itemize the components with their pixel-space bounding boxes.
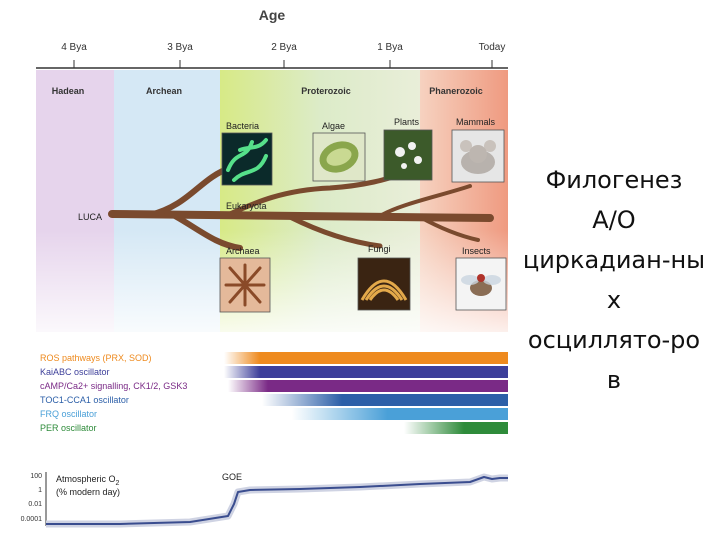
tick-label-3bya: 3 Bya — [167, 42, 193, 53]
goe-label: GOE — [222, 472, 242, 482]
era-label-archean: Archean — [146, 86, 182, 96]
slide-title-line-2: А/О — [592, 206, 636, 234]
slide-title-line-5: осциллято-ро — [527, 326, 701, 354]
oscillator-bars — [224, 352, 508, 434]
oscillator-bar — [224, 366, 508, 378]
oscillator-label: KaiABC oscillator — [40, 367, 110, 377]
oscillator-legend: ROS pathways (PRX, SOD) KaiABC oscillator… — [40, 353, 187, 433]
slide-title-line-1: Филогенез — [545, 166, 683, 194]
oscillator-label: PER oscillator — [40, 423, 97, 433]
mammals-image — [451, 129, 505, 183]
organism-label-insects: Insects — [462, 246, 491, 256]
tick-label-2bya: 2 Bya — [271, 42, 297, 53]
o2-tick-0.0001: 0.0001 — [21, 516, 43, 523]
fungi-image — [357, 257, 411, 311]
algae-image — [312, 132, 366, 182]
o2-label-unit: (% modern day) — [56, 487, 120, 497]
insects-image — [455, 257, 507, 311]
organism-label-archaea: Archaea — [226, 246, 260, 256]
era-label-hadean: Hadean — [52, 86, 85, 96]
organism-label-fungi: Fungi — [368, 244, 391, 254]
o2-curve — [46, 476, 508, 525]
oscillator-label: cAMP/Ca2+ signalling, CK1/2, GSK3 — [40, 381, 187, 391]
slide-title-line-3: циркадиан-ны — [522, 246, 706, 274]
o2-tick-100: 100 — [30, 473, 42, 480]
clade-label-eukaryota: Eukaryota — [226, 201, 267, 211]
o2-tick-0.01: 0.01 — [28, 501, 42, 508]
oxygen-panel: 100 1 0.01 0.0001 Atmospheric O2 (% mode… — [21, 472, 508, 528]
slide-title-line-6: в — [606, 366, 622, 394]
oscillator-label: ROS pathways (PRX, SOD) — [40, 353, 152, 363]
tick-label-1bya: 1 Bya — [377, 42, 403, 53]
slide-title-line-4: х — [606, 286, 622, 314]
tick-label-4bya: 4 Bya — [61, 42, 87, 53]
era-label-proterozoic: Proterozoic — [301, 86, 351, 96]
oscillator-label: TOC1-CCA1 oscillator — [40, 395, 129, 405]
tick-label-today: Today — [479, 42, 506, 53]
oscillator-bar — [228, 380, 508, 392]
organism-label-algae: Algae — [322, 121, 345, 131]
oscillator-bar — [224, 352, 508, 364]
slide-title: Филогенез А/О циркадиан-ны х осциллято-р… — [508, 160, 720, 400]
organism-label-mammals: Mammals — [456, 117, 496, 127]
axis-title: Age — [259, 7, 286, 23]
plants-image — [383, 129, 433, 181]
archaea-image — [219, 257, 271, 313]
bacteria-image — [221, 132, 273, 186]
organism-label-plants: Plants — [394, 117, 420, 127]
node-label-luca: LUCA — [78, 212, 102, 222]
oscillator-label: FRQ oscillator — [40, 409, 97, 419]
era-label-phanerozoic: Phanerozoic — [429, 86, 483, 96]
o2-tick-1: 1 — [38, 487, 42, 494]
organism-label-bacteria: Bacteria — [226, 121, 259, 131]
o2-label: Atmospheric O2 — [56, 474, 120, 487]
